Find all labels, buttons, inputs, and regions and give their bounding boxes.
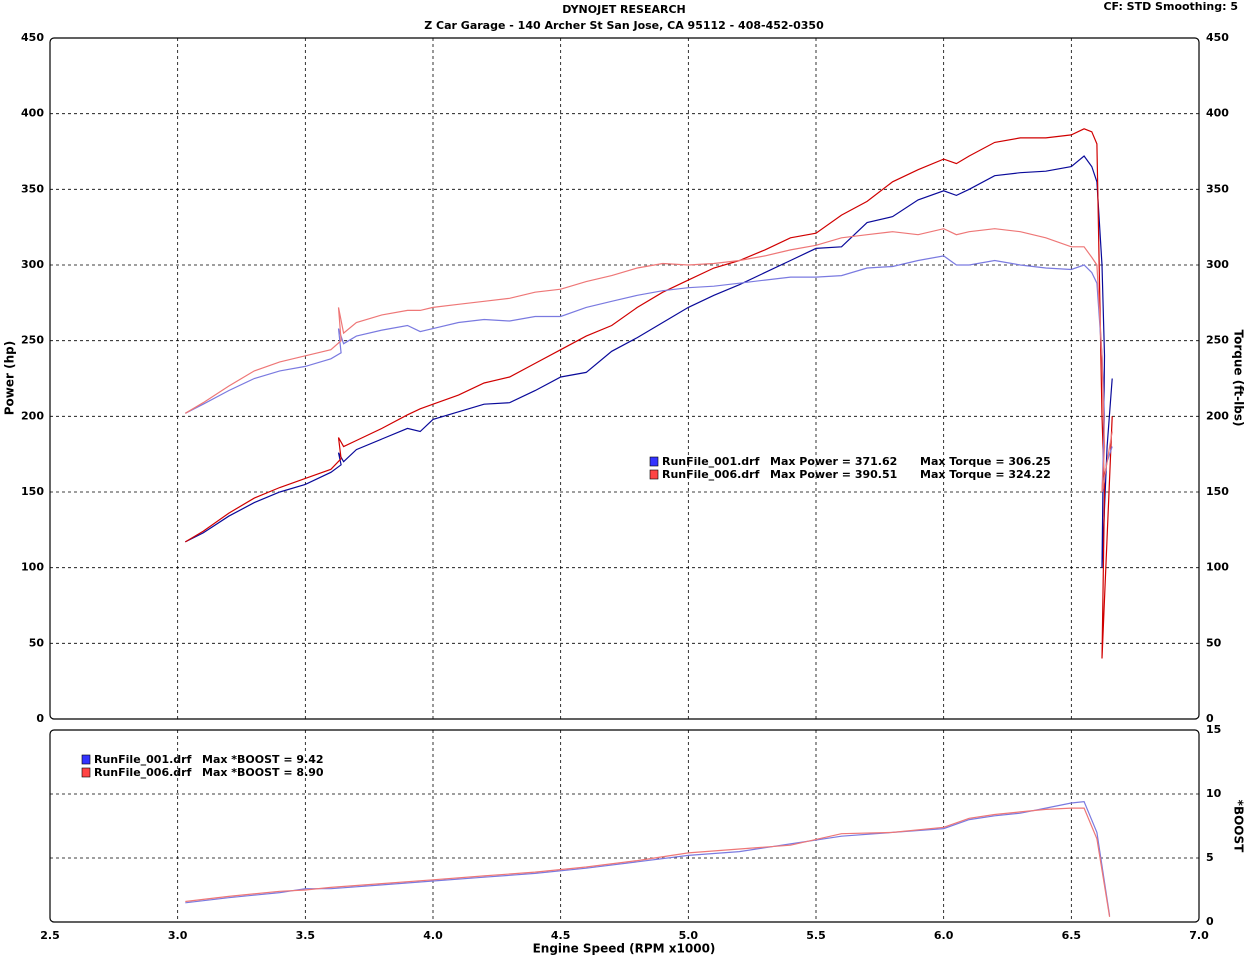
y2-tick-label: 10 (1206, 787, 1222, 800)
data-line (185, 801, 1111, 916)
data-line (185, 255, 1113, 493)
top-panel-frame (49, 37, 1200, 720)
y2-tick-label: 100 (1206, 561, 1229, 574)
legend-name: RunFile_001.drf (662, 455, 760, 468)
data-line (185, 155, 1113, 568)
x-tick-label: 5.0 (679, 929, 699, 942)
x-tick-label: 3.0 (168, 929, 188, 942)
y-tick-label: 400 (21, 107, 44, 120)
y2-tick-label: 450 (1206, 31, 1229, 44)
settings: CF: STD Smoothing: 5 (1103, 0, 1238, 13)
legend-swatch (649, 469, 659, 480)
y2-axis-label: Torque (ft-lbs) (1232, 330, 1246, 427)
legend-name: RunFile_006.drf (94, 766, 192, 779)
x-tick-label: 4.5 (551, 929, 571, 942)
x-tick-label: 5.5 (806, 929, 826, 942)
y2-tick-label: 250 (1206, 334, 1229, 347)
y-tick-label: 450 (21, 31, 44, 44)
data-line (184, 228, 1113, 493)
legend-text: Max *BOOST = 9.42 (202, 753, 324, 766)
y2-tick-label: 0 (1206, 915, 1214, 928)
legend-text: Max Torque = 324.22 (920, 468, 1051, 481)
y2-tick-label: 5 (1206, 851, 1214, 864)
legend-swatch (81, 754, 91, 765)
x-tick-label: 3.5 (296, 929, 316, 942)
legend-text: Max *BOOST = 8.90 (202, 766, 324, 779)
y-tick-label: 100 (21, 561, 44, 574)
legend-name: RunFile_001.drf (94, 753, 192, 766)
y-tick-label: 150 (21, 485, 44, 498)
legend-name: RunFile_006.drf (662, 468, 760, 481)
chart-title: DYNOJET RESEARCH (562, 3, 685, 16)
y2-tick-label: 400 (1206, 107, 1229, 120)
y-axis-label: Power (hp) (3, 341, 17, 415)
data-line (184, 128, 1113, 659)
y2-tick-label: 0 (1206, 712, 1214, 725)
x-tick-label: 6.5 (1062, 929, 1082, 942)
bottom-panel-frame (49, 729, 1200, 923)
legend-text: Max Torque = 306.25 (920, 455, 1051, 468)
y-tick-label: 50 (29, 636, 45, 649)
y2-tick-label: 200 (1206, 409, 1229, 422)
legend-text: Max Power = 371.62 (770, 455, 897, 468)
x-tick-label: 7.0 (1189, 929, 1209, 942)
y-tick-label: 300 (21, 258, 44, 271)
y-tick-label: 0 (36, 712, 44, 725)
y-tick-label: 350 (21, 182, 44, 195)
chart-subtitle: Z Car Garage - 140 Archer St San Jose, C… (424, 19, 824, 32)
y2-tick-label: 50 (1206, 636, 1222, 649)
x-tick-label: 2.5 (40, 929, 60, 942)
legend-swatch (649, 456, 659, 467)
x-axis-label: Engine Speed (RPM x1000) (533, 942, 716, 956)
x-tick-label: 6.0 (934, 929, 954, 942)
y2-tick-label: 300 (1206, 258, 1229, 271)
legend-swatch (81, 767, 91, 778)
y2-tick-label: 150 (1206, 485, 1229, 498)
y2-tick-label: 15 (1206, 723, 1221, 736)
y2-axis-label: *BOOST (1232, 800, 1246, 853)
y2-tick-label: 350 (1206, 182, 1229, 195)
y-tick-label: 250 (21, 334, 44, 347)
x-tick-label: 4.0 (423, 929, 443, 942)
data-line (185, 807, 1111, 917)
y-tick-label: 200 (21, 409, 44, 422)
legend-text: Max Power = 390.51 (770, 468, 897, 481)
